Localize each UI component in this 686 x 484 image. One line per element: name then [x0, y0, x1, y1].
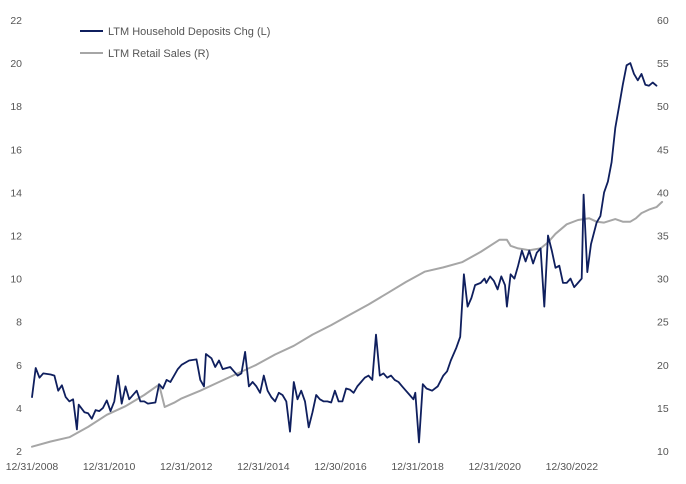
right-y-tick-label: 25 [657, 317, 669, 329]
right-y-tick-label: 35 [657, 231, 669, 243]
x-tick-label: 12/31/2010 [83, 461, 136, 473]
series-line-household-deposits [31, 62, 658, 444]
left-y-tick-label: 22 [10, 15, 22, 27]
series-line-retail-sales [31, 200, 664, 448]
x-tick-label: 12/31/2020 [468, 461, 521, 473]
legend: LTM Household Deposits Chg (L) LTM Retai… [80, 26, 270, 60]
left-y-tick-label: 8 [16, 317, 22, 329]
left-y-tick-label: 2 [16, 446, 22, 458]
x-tick-label: 12/31/2012 [160, 461, 213, 473]
left-y-tick-label: 6 [16, 360, 22, 372]
left-y-tick-label: 4 [16, 403, 22, 415]
right-y-tick-label: 15 [657, 403, 669, 415]
x-tick-label: 12/30/2022 [546, 461, 599, 473]
right-y-tick-label: 50 [657, 101, 669, 113]
left-y-tick-label: 10 [10, 274, 22, 286]
x-axis: 12/31/2008 12/31/2010 12/31/2012 12/31/2014… [6, 461, 599, 473]
series-layer [31, 62, 664, 448]
x-tick-label: 12/30/2016 [314, 461, 367, 473]
left-y-tick-label: 12 [10, 231, 22, 243]
left-y-tick-label: 14 [10, 187, 22, 199]
right-y-tick-label: 55 [657, 58, 669, 70]
x-tick-label: 12/31/2018 [391, 461, 444, 473]
left-y-tick-label: 16 [10, 144, 22, 156]
right-y-tick-label: 30 [657, 274, 669, 286]
left-y-axis: 2 4 6 8 10 12 14 16 18 20 22 [10, 15, 22, 458]
right-y-tick-label: 20 [657, 360, 669, 372]
x-tick-label: 12/31/2008 [6, 461, 59, 473]
right-y-tick-label: 60 [657, 15, 669, 27]
left-y-tick-label: 20 [10, 58, 22, 70]
right-y-axis: 10 15 20 25 30 35 40 45 50 55 60 [657, 15, 669, 458]
right-y-tick-label: 10 [657, 446, 669, 458]
right-y-tick-label: 40 [657, 187, 669, 199]
left-y-tick-label: 18 [10, 101, 22, 113]
x-tick-label: 12/31/2014 [237, 461, 290, 473]
legend-label-retail-sales: LTM Retail Sales (R) [108, 48, 209, 60]
legend-label-deposits: LTM Household Deposits Chg (L) [108, 26, 270, 38]
right-y-tick-label: 45 [657, 144, 669, 156]
